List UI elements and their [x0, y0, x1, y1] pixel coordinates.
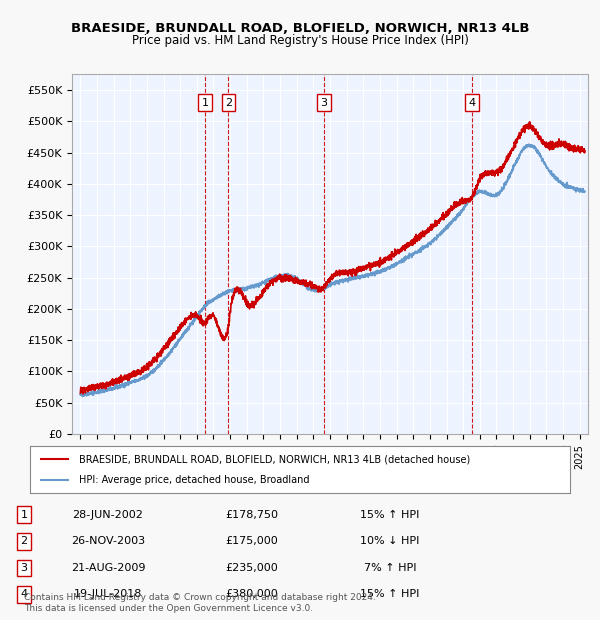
Text: 1: 1: [20, 510, 28, 520]
Text: BRAESIDE, BRUNDALL ROAD, BLOFIELD, NORWICH, NR13 4LB (detached house): BRAESIDE, BRUNDALL ROAD, BLOFIELD, NORWI…: [79, 454, 470, 464]
Text: 15% ↑ HPI: 15% ↑ HPI: [361, 590, 419, 600]
Text: HPI: Average price, detached house, Broadland: HPI: Average price, detached house, Broa…: [79, 475, 309, 485]
Text: 26-NOV-2003: 26-NOV-2003: [71, 536, 145, 546]
Text: 15% ↑ HPI: 15% ↑ HPI: [361, 510, 419, 520]
Text: 2: 2: [225, 97, 232, 107]
Text: £380,000: £380,000: [226, 590, 278, 600]
Text: 1: 1: [202, 97, 208, 107]
Text: 7% ↑ HPI: 7% ↑ HPI: [364, 563, 416, 573]
Text: 2: 2: [20, 536, 28, 546]
Text: BRAESIDE, BRUNDALL ROAD, BLOFIELD, NORWICH, NR13 4LB: BRAESIDE, BRUNDALL ROAD, BLOFIELD, NORWI…: [71, 22, 529, 35]
Text: Contains HM Land Registry data © Crown copyright and database right 2024.
This d: Contains HM Land Registry data © Crown c…: [24, 593, 376, 613]
Text: 28-JUN-2002: 28-JUN-2002: [73, 510, 143, 520]
Text: 4: 4: [20, 590, 28, 600]
Text: 19-JUL-2018: 19-JUL-2018: [74, 590, 142, 600]
Text: 3: 3: [20, 563, 28, 573]
Text: 21-AUG-2009: 21-AUG-2009: [71, 563, 145, 573]
Text: 4: 4: [469, 97, 476, 107]
Text: £235,000: £235,000: [226, 563, 278, 573]
Text: 3: 3: [320, 97, 328, 107]
Text: 10% ↓ HPI: 10% ↓ HPI: [361, 536, 419, 546]
Text: £178,750: £178,750: [226, 510, 278, 520]
Text: Price paid vs. HM Land Registry's House Price Index (HPI): Price paid vs. HM Land Registry's House …: [131, 34, 469, 47]
Text: £175,000: £175,000: [226, 536, 278, 546]
